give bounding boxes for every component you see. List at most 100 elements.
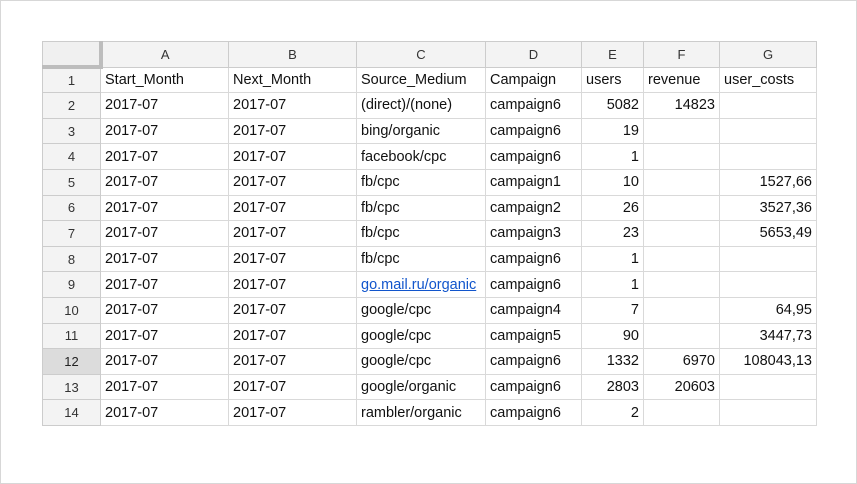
- cell-campaign[interactable]: campaign6: [485, 143, 582, 170]
- cell-revenue[interactable]: [643, 399, 720, 426]
- cell-revenue[interactable]: 6970: [643, 348, 720, 375]
- column-header-f[interactable]: F: [643, 41, 720, 68]
- cell-source-medium[interactable]: google/cpc: [356, 322, 486, 350]
- cell-next-month[interactable]: 2017-07: [228, 271, 357, 298]
- cell-start-month[interactable]: 2017-07: [100, 271, 229, 298]
- column-header-a[interactable]: A: [100, 41, 229, 68]
- row-header-14[interactable]: 14: [42, 399, 101, 426]
- cell-source-medium[interactable]: fb/cpc: [356, 168, 486, 196]
- cell-source-medium[interactable]: Source_Medium: [356, 66, 486, 94]
- cell-next-month[interactable]: 2017-07: [228, 399, 357, 426]
- cell-source-medium[interactable]: fb/cpc: [356, 245, 486, 273]
- cell-source-medium[interactable]: google/organic: [356, 373, 486, 401]
- cell-users[interactable]: 2803: [581, 373, 644, 401]
- cell-revenue[interactable]: [643, 271, 720, 298]
- cell-campaign[interactable]: campaign6: [485, 373, 582, 401]
- cell-user-costs[interactable]: [719, 245, 817, 273]
- cell-campaign[interactable]: campaign6: [485, 117, 582, 145]
- cell-user-costs[interactable]: 64,95: [719, 296, 817, 324]
- row-header-12[interactable]: 12: [42, 348, 101, 375]
- cell-campaign[interactable]: campaign3: [485, 220, 582, 247]
- row-header-8[interactable]: 8: [42, 245, 101, 273]
- cell-users[interactable]: 10: [581, 168, 644, 196]
- cell-users[interactable]: 1: [581, 143, 644, 170]
- row-header-2[interactable]: 2: [42, 92, 101, 119]
- cell-revenue[interactable]: [643, 117, 720, 145]
- cell-start-month[interactable]: Start_Month: [100, 66, 229, 94]
- cell-users[interactable]: 2: [581, 399, 644, 426]
- cell-campaign[interactable]: campaign6: [485, 348, 582, 375]
- cell-users[interactable]: 26: [581, 194, 644, 222]
- cell-source-medium[interactable]: (direct)/(none): [356, 92, 486, 119]
- cell-user-costs[interactable]: [719, 373, 817, 401]
- cell-next-month[interactable]: 2017-07: [228, 322, 357, 350]
- cell-start-month[interactable]: 2017-07: [100, 220, 229, 247]
- cell-campaign[interactable]: campaign6: [485, 245, 582, 273]
- cell-user-costs[interactable]: [719, 143, 817, 170]
- cell-user-costs[interactable]: 1527,66: [719, 168, 817, 196]
- row-header-6[interactable]: 6: [42, 194, 101, 222]
- row-header-9[interactable]: 9: [42, 271, 101, 298]
- cell-users[interactable]: 1332: [581, 348, 644, 375]
- cell-next-month[interactable]: 2017-07: [228, 373, 357, 401]
- cell-users[interactable]: 7: [581, 296, 644, 324]
- cell-users[interactable]: 5082: [581, 92, 644, 119]
- cell-revenue[interactable]: [643, 296, 720, 324]
- column-header-c[interactable]: C: [356, 41, 486, 68]
- row-header-4[interactable]: 4: [42, 143, 101, 170]
- cell-campaign[interactable]: campaign4: [485, 296, 582, 324]
- cell-start-month[interactable]: 2017-07: [100, 399, 229, 426]
- cell-user-costs[interactable]: [719, 271, 817, 298]
- cell-next-month[interactable]: 2017-07: [228, 296, 357, 324]
- cell-user-costs[interactable]: [719, 92, 817, 119]
- cell-start-month[interactable]: 2017-07: [100, 194, 229, 222]
- column-header-g[interactable]: G: [719, 41, 817, 68]
- row-header-11[interactable]: 11: [42, 322, 101, 350]
- cell-link[interactable]: go.mail.ru/organic: [361, 276, 477, 293]
- column-header-e[interactable]: E: [581, 41, 644, 68]
- cell-next-month[interactable]: 2017-07: [228, 92, 357, 119]
- cell-user-costs[interactable]: user_costs: [719, 66, 817, 94]
- cell-user-costs[interactable]: 5653,49: [719, 220, 817, 247]
- cell-start-month[interactable]: 2017-07: [100, 92, 229, 119]
- column-header-d[interactable]: D: [485, 41, 582, 68]
- cell-campaign[interactable]: campaign6: [485, 271, 582, 298]
- cell-revenue[interactable]: [643, 322, 720, 350]
- row-header-7[interactable]: 7: [42, 220, 101, 247]
- row-header-13[interactable]: 13: [42, 373, 101, 401]
- column-header-b[interactable]: B: [228, 41, 357, 68]
- cell-campaign[interactable]: campaign6: [485, 92, 582, 119]
- cell-start-month[interactable]: 2017-07: [100, 296, 229, 324]
- cell-users[interactable]: 19: [581, 117, 644, 145]
- cell-revenue[interactable]: [643, 220, 720, 247]
- cell-campaign[interactable]: campaign5: [485, 322, 582, 350]
- cell-source-medium[interactable]: go.mail.ru/organic: [356, 271, 486, 298]
- cell-source-medium[interactable]: facebook/cpc: [356, 143, 486, 170]
- cell-user-costs[interactable]: [719, 117, 817, 145]
- cell-source-medium[interactable]: rambler/organic: [356, 399, 486, 426]
- cell-next-month[interactable]: 2017-07: [228, 220, 357, 247]
- cell-revenue[interactable]: revenue: [643, 66, 720, 94]
- row-header-10[interactable]: 10: [42, 296, 101, 324]
- cell-revenue[interactable]: 20603: [643, 373, 720, 401]
- cell-user-costs[interactable]: 108043,13: [719, 348, 817, 375]
- cell-users[interactable]: 23: [581, 220, 644, 247]
- cell-user-costs[interactable]: 3527,36: [719, 194, 817, 222]
- cell-source-medium[interactable]: google/cpc: [356, 296, 486, 324]
- cell-start-month[interactable]: 2017-07: [100, 117, 229, 145]
- cell-source-medium[interactable]: google/cpc: [356, 348, 486, 375]
- cell-user-costs[interactable]: [719, 399, 817, 426]
- row-header-1[interactable]: 1: [42, 66, 101, 94]
- cell-start-month[interactable]: 2017-07: [100, 143, 229, 170]
- cell-revenue[interactable]: [643, 143, 720, 170]
- cell-revenue[interactable]: [643, 168, 720, 196]
- cell-next-month[interactable]: 2017-07: [228, 348, 357, 375]
- cell-users[interactable]: 1: [581, 271, 644, 298]
- cell-start-month[interactable]: 2017-07: [100, 245, 229, 273]
- cell-campaign[interactable]: Campaign: [485, 66, 582, 94]
- cell-next-month[interactable]: 2017-07: [228, 194, 357, 222]
- cell-revenue[interactable]: [643, 194, 720, 222]
- cell-next-month[interactable]: 2017-07: [228, 168, 357, 196]
- select-all-corner[interactable]: [42, 41, 103, 70]
- cell-campaign[interactable]: campaign1: [485, 168, 582, 196]
